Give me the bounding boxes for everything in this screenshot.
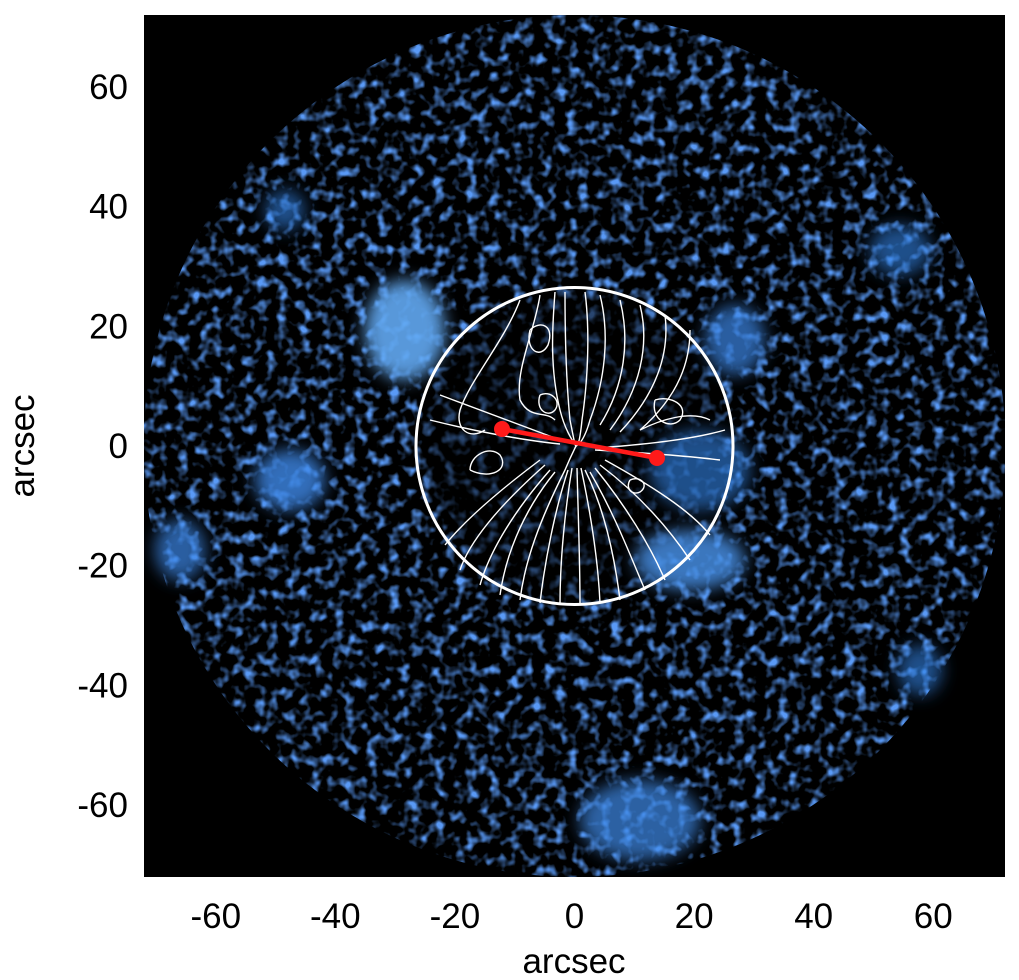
red-segment [494, 421, 665, 466]
x-axis-label: arcsec [522, 942, 625, 980]
y-tick-label: -20 [77, 547, 128, 586]
x-tick-label: 40 [794, 897, 833, 936]
y-tick-label: -60 [77, 786, 128, 825]
red-marker-left [494, 421, 510, 437]
y-tick-label: 60 [89, 68, 128, 107]
red-marker-right [649, 450, 665, 466]
x-axis-ticks: -60 -40 -20 0 20 40 60 [190, 897, 952, 936]
y-axis-label: arcsec [3, 394, 42, 497]
x-tick-label: -40 [310, 897, 361, 936]
y-axis-ticks: 60 40 20 0 -20 -40 -60 [77, 68, 128, 825]
y-tick-label: 40 [89, 188, 128, 227]
x-tick-label: -60 [190, 897, 241, 936]
x-tick-label: -20 [430, 897, 481, 936]
image-panel [144, 15, 1005, 877]
x-tick-label: 0 [565, 897, 584, 936]
aperture-circle [414, 286, 735, 606]
y-tick-label: 0 [109, 427, 128, 466]
x-tick-label: 20 [675, 897, 714, 936]
x-tick-label: 60 [914, 897, 953, 936]
y-tick-label: -40 [77, 666, 128, 705]
y-tick-label: 20 [89, 307, 128, 346]
